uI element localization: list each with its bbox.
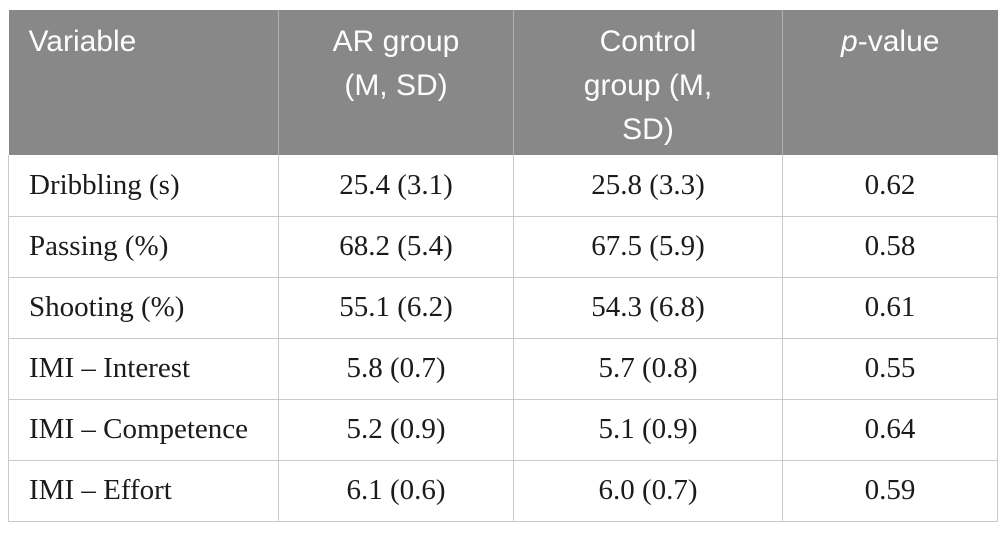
header-variable: Variable <box>8 10 279 155</box>
header-row: Variable AR group (M, SD) Control group … <box>8 10 998 155</box>
table-row: Shooting (%) 55.1 (6.2) 54.3 (6.8) 0.61 <box>8 276 998 339</box>
p-value-cell: 0.64 <box>782 398 998 461</box>
p-value-cell: 0.59 <box>782 459 998 522</box>
control-group-cell: 54.3 (6.8) <box>513 276 783 339</box>
header-ar-group-label: AR group (M, SD) <box>332 25 460 102</box>
ar-group-cell: 5.2 (0.9) <box>278 398 514 461</box>
ar-group-cell: 55.1 (6.2) <box>278 276 514 339</box>
p-value-cell: 0.55 <box>782 337 998 400</box>
header-ar-group: AR group (M, SD) <box>278 10 514 155</box>
ar-group-cell: 25.4 (3.1) <box>278 155 514 217</box>
variable-cell: IMI – Effort <box>8 459 279 522</box>
control-group-cell: 6.0 (0.7) <box>513 459 783 522</box>
table-row: Passing (%) 68.2 (5.4) 67.5 (5.9) 0.58 <box>8 215 998 278</box>
control-group-cell: 25.8 (3.3) <box>513 155 783 217</box>
variable-cell: Dribbling (s) <box>8 155 279 217</box>
header-control-group: Control group (M, SD) <box>513 10 783 155</box>
table-row: IMI – Interest 5.8 (0.7) 5.7 (0.8) 0.55 <box>8 337 998 400</box>
p-value-rest: -value <box>857 25 940 58</box>
control-group-cell: 67.5 (5.9) <box>513 215 783 278</box>
ar-group-cell: 5.8 (0.7) <box>278 337 514 400</box>
ar-group-cell: 6.1 (0.6) <box>278 459 514 522</box>
table-row: IMI – Competence 5.2 (0.9) 5.1 (0.9) 0.6… <box>8 398 998 461</box>
table-row: IMI – Effort 6.1 (0.6) 6.0 (0.7) 0.59 <box>8 459 998 522</box>
p-value-cell: 0.58 <box>782 215 998 278</box>
header-p-value: p-value <box>782 10 998 155</box>
variable-cell: IMI – Competence <box>8 398 279 461</box>
header-control-group-label: Control group (M, SD) <box>583 25 713 146</box>
control-group-cell: 5.7 (0.8) <box>513 337 783 400</box>
results-table: Variable AR group (M, SD) Control group … <box>8 10 998 522</box>
control-group-cell: 5.1 (0.9) <box>513 398 783 461</box>
p-value-cell: 0.62 <box>782 155 998 217</box>
table-row: Dribbling (s) 25.4 (3.1) 25.8 (3.3) 0.62 <box>8 155 998 217</box>
variable-cell: Passing (%) <box>8 215 279 278</box>
ar-group-cell: 68.2 (5.4) <box>278 215 514 278</box>
variable-cell: IMI – Interest <box>8 337 279 400</box>
p-value-cell: 0.61 <box>782 276 998 339</box>
variable-cell: Shooting (%) <box>8 276 279 339</box>
p-value-italic-p: p <box>841 25 858 58</box>
table-body: Dribbling (s) 25.4 (3.1) 25.8 (3.3) 0.62… <box>8 155 998 522</box>
table-header: Variable AR group (M, SD) Control group … <box>8 10 998 155</box>
